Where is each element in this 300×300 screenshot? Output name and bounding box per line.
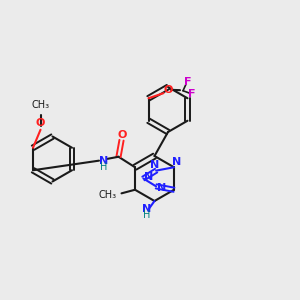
Text: N: N — [157, 183, 166, 193]
Text: O: O — [117, 130, 127, 140]
Text: N: N — [172, 157, 182, 167]
Text: CH₃: CH₃ — [32, 100, 50, 110]
Text: H: H — [143, 210, 151, 220]
Text: CH₃: CH₃ — [99, 190, 117, 200]
Text: O: O — [163, 85, 173, 95]
Text: N: N — [150, 160, 159, 170]
Text: N: N — [142, 204, 152, 214]
Text: O: O — [36, 118, 45, 128]
Text: F: F — [188, 89, 196, 99]
Text: N: N — [99, 156, 108, 166]
Text: N: N — [144, 172, 153, 182]
Text: F: F — [184, 77, 191, 87]
Text: H: H — [100, 162, 107, 172]
